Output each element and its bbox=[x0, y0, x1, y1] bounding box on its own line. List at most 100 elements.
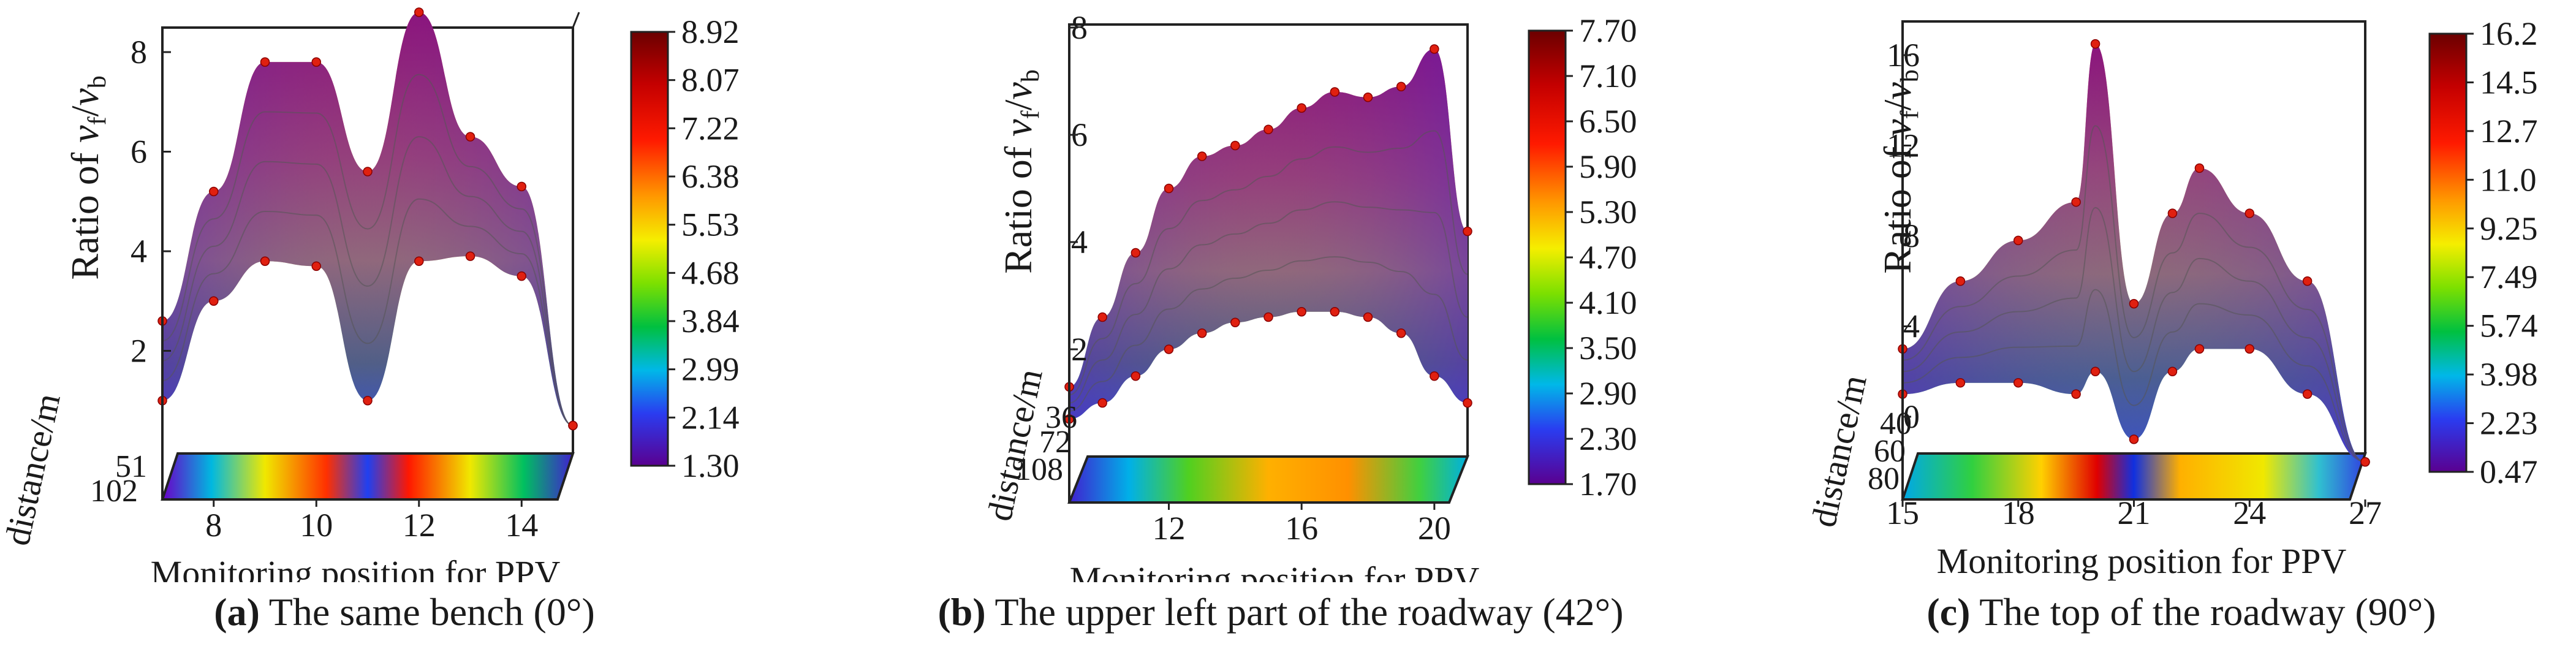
data-point-lower-c bbox=[2071, 389, 2081, 399]
colorbar-tick-label-a: 4.68 bbox=[681, 254, 740, 291]
data-point-upper-c bbox=[2129, 298, 2139, 309]
caption-a: (a) The same bench (0°) bbox=[172, 590, 637, 639]
colorbar-tick-label-b: 7.10 bbox=[1579, 58, 1637, 94]
contour-line-b bbox=[1069, 256, 1468, 412]
colorbar-c bbox=[2428, 32, 2468, 473]
data-point-lower-c bbox=[2302, 389, 2313, 399]
data-point-upper-a bbox=[517, 181, 526, 192]
data-point-upper-b bbox=[1430, 44, 1439, 54]
y-axis-label-sub-b-a: b bbox=[83, 75, 112, 88]
z-tick-label-b: 72 bbox=[1039, 425, 1071, 460]
y-axis-label-slash-a: / bbox=[63, 105, 107, 116]
data-point-upper-b bbox=[1164, 183, 1174, 194]
data-point-lower-a bbox=[414, 256, 424, 266]
y-axis-label-b: Ratio of vf/vb bbox=[996, 69, 1045, 274]
y-axis-label-v2-b: v bbox=[996, 82, 1040, 100]
y-axis-label-prefix-a: Ratio of bbox=[63, 143, 107, 280]
x-tick-label-b: 20 bbox=[1418, 510, 1451, 547]
colorbar-tick-label-c: 16.2 bbox=[2480, 15, 2538, 52]
x-tick-label-a: 14 bbox=[505, 507, 538, 544]
data-point-lower-b bbox=[1463, 398, 1472, 408]
x-axis-label-b: Monitoring position for PPV bbox=[1070, 559, 1480, 582]
y-axis-label-v-a: v bbox=[63, 125, 107, 143]
colorbar-tick-label-b: 5.90 bbox=[1579, 148, 1637, 185]
caption-b-text: The upper left part of the roadway (42°) bbox=[994, 590, 1624, 634]
y-axis-label-v-b: v bbox=[996, 119, 1040, 137]
contour-line-c bbox=[1902, 125, 2366, 463]
surface-shade-right-c bbox=[1903, 44, 2365, 462]
y-axis-label-v2-c: v bbox=[1876, 82, 1919, 100]
caption-c: (c) The top of the roadway (90°) bbox=[1832, 590, 2531, 639]
floor-projection-b bbox=[1067, 455, 1469, 504]
colorbar-tick-label-b: 2.90 bbox=[1579, 375, 1637, 412]
surface-shade-right-b bbox=[1069, 49, 1468, 419]
colorbar-tick-label-c: 7.49 bbox=[2480, 259, 2538, 295]
data-point-lower-b bbox=[1230, 317, 1240, 327]
y-axis-label-sub-f-b: f bbox=[1017, 110, 1045, 119]
contour-line-b bbox=[1069, 201, 1468, 404]
data-point-upper-b bbox=[1297, 103, 1306, 113]
data-point-upper-c bbox=[2071, 197, 2081, 207]
data-point-upper-b bbox=[1097, 312, 1107, 322]
data-point-lower-a bbox=[311, 261, 321, 271]
colorbar-tick-label-a: 8.92 bbox=[681, 13, 740, 50]
caption-b: (b) The upper left part of the roadway (… bbox=[833, 590, 1728, 639]
data-point-lower-a bbox=[568, 420, 578, 431]
data-point-lower-c bbox=[2167, 366, 2178, 376]
colorbar-tick-label-a: 2.99 bbox=[681, 351, 740, 388]
data-point-lower-b bbox=[1263, 312, 1273, 322]
colorbar-tick-label-a: 8.07 bbox=[681, 62, 740, 99]
surface-shade-right-a bbox=[162, 12, 573, 426]
colorbar-tick-label-a: 7.22 bbox=[681, 110, 740, 146]
data-point-upper-b bbox=[1197, 151, 1207, 161]
z-tick-label-c: 40 bbox=[1880, 406, 1912, 441]
caption-c-letter: (c) bbox=[1926, 590, 1971, 634]
colorbar-b bbox=[1528, 29, 1567, 485]
colorbar-tick-label-b: 4.10 bbox=[1579, 284, 1637, 321]
data-point-lower-b bbox=[1131, 371, 1141, 381]
floor-projection-c bbox=[1901, 452, 2367, 501]
z-tick-label-b: 108 bbox=[1015, 452, 1063, 487]
colorbar-tick-label-a: 6.38 bbox=[681, 158, 740, 195]
y-axis-label-sub-f-a: f bbox=[83, 116, 112, 125]
z-tick-label-c: 60 bbox=[1874, 434, 1906, 469]
data-point-upper-c bbox=[1955, 276, 1966, 286]
data-point-upper-b bbox=[1263, 124, 1273, 134]
data-point-lower-a bbox=[209, 296, 219, 306]
contour-line-a bbox=[162, 136, 574, 427]
y-tick-label-a: 4 bbox=[131, 233, 147, 270]
y-axis-label-a: Ratio of vf/vb bbox=[63, 75, 112, 280]
data-point-upper-a bbox=[363, 167, 373, 176]
y-axis-label-slash-c: / bbox=[1876, 99, 1919, 110]
data-point-upper-c bbox=[2194, 163, 2205, 173]
data-point-lower-a bbox=[363, 396, 373, 406]
z-tick-label-a: 102 bbox=[90, 474, 138, 509]
y-tick-label-a: 2 bbox=[131, 333, 147, 370]
data-point-lower-c bbox=[2013, 377, 2023, 388]
colorbar-tick-label-c: 5.74 bbox=[2480, 308, 2538, 344]
z-tick-label-c: 80 bbox=[1868, 461, 1900, 496]
y-axis-label-prefix-b: Ratio of bbox=[996, 137, 1040, 274]
y-axis-label-c: Ratio of vf/vb bbox=[1876, 69, 1924, 274]
data-point-lower-c bbox=[2090, 366, 2101, 376]
data-point-lower-b bbox=[1430, 371, 1439, 381]
y-axis-label-prefix-c: Ratio of bbox=[1876, 137, 1919, 274]
colorbar-tick-label-a: 3.84 bbox=[681, 303, 740, 339]
data-point-upper-a bbox=[465, 132, 475, 142]
colorbar-tick-label-a: 5.53 bbox=[681, 207, 740, 243]
z-axis-label-c: distance/m bbox=[1803, 371, 1874, 530]
data-point-lower-b bbox=[1164, 344, 1174, 354]
data-point-lower-c bbox=[1955, 377, 1966, 388]
z-tick-label-a: 51 bbox=[115, 449, 147, 484]
y-axis-label-sub-f-c: f bbox=[1896, 110, 1924, 119]
colorbar-tick-label-a: 2.14 bbox=[681, 399, 740, 436]
colorbar-tick-label-c: 3.98 bbox=[2480, 356, 2538, 393]
colorbar-tick-label-c: 14.5 bbox=[2480, 64, 2538, 101]
colorbar-tick-label-b: 4.70 bbox=[1579, 239, 1637, 276]
x-tick-label-a: 8 bbox=[205, 507, 222, 544]
x-tick-label-a: 12 bbox=[403, 507, 436, 544]
colorbar-tick-label-b: 2.30 bbox=[1579, 420, 1637, 457]
